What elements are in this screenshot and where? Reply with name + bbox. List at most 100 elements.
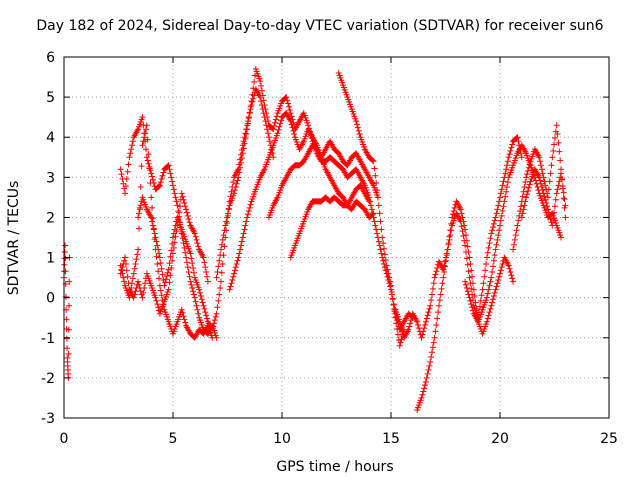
data-point <box>201 305 208 312</box>
data-point <box>239 150 246 157</box>
data-point <box>149 176 156 183</box>
data-point <box>550 147 557 154</box>
data-point <box>447 232 454 239</box>
data-point <box>493 241 500 248</box>
data-point <box>223 218 230 225</box>
data-point <box>490 293 497 300</box>
data-point <box>164 163 171 170</box>
data-point <box>501 198 508 205</box>
data-point <box>378 226 385 233</box>
data-point <box>135 246 142 253</box>
data-point <box>230 179 237 186</box>
data-point <box>381 245 388 252</box>
data-point <box>149 218 156 225</box>
data-point <box>373 179 380 186</box>
data-point <box>515 217 522 224</box>
data-point <box>142 280 149 287</box>
data-point <box>238 238 245 245</box>
data-point <box>187 250 194 257</box>
data-point <box>484 249 491 256</box>
data-point <box>486 240 493 247</box>
data-point <box>117 166 124 173</box>
data-point <box>156 183 163 190</box>
data-point <box>213 310 220 317</box>
data-point <box>200 302 207 309</box>
data-point <box>372 172 379 179</box>
data-point <box>556 148 563 155</box>
data-point <box>510 241 517 248</box>
data-point <box>553 190 560 197</box>
data-point <box>261 102 268 109</box>
data-point <box>183 206 190 213</box>
data-point <box>247 103 254 110</box>
data-point <box>149 173 156 180</box>
data-point <box>147 179 154 186</box>
data-point <box>551 203 558 210</box>
data-point <box>258 98 265 105</box>
data-point <box>457 206 464 213</box>
data-point <box>546 178 553 185</box>
x-axis-label: GPS time / hours <box>276 459 393 475</box>
data-point <box>62 242 69 249</box>
data-point <box>462 248 469 255</box>
data-point <box>230 273 237 280</box>
data-point <box>204 278 211 285</box>
data-point <box>387 278 394 285</box>
data-point <box>188 255 195 262</box>
data-point <box>270 126 277 133</box>
data-point <box>505 154 512 161</box>
data-point <box>492 286 499 293</box>
data-point <box>438 285 445 292</box>
data-point <box>540 190 547 197</box>
y-tick-label: 0 <box>46 291 55 307</box>
data-point <box>367 202 374 209</box>
data-point <box>481 273 488 280</box>
data-point <box>485 244 492 251</box>
data-point <box>468 267 475 274</box>
data-point <box>169 178 176 185</box>
data-point <box>224 214 231 221</box>
data-point <box>178 306 185 313</box>
data-point <box>142 126 149 133</box>
data-point <box>260 97 267 104</box>
data-point <box>170 186 177 193</box>
data-point <box>489 268 496 275</box>
data-point <box>469 273 476 280</box>
data-point <box>462 232 469 239</box>
data-point <box>542 182 549 189</box>
data-point <box>148 194 155 201</box>
data-point <box>262 106 269 113</box>
data-point <box>118 267 125 274</box>
series-arc-h <box>287 194 377 261</box>
data-point <box>238 242 245 249</box>
data-point <box>123 175 130 182</box>
data-point <box>237 164 244 171</box>
data-point <box>135 278 142 285</box>
data-point <box>544 206 551 213</box>
data-point <box>378 250 385 257</box>
data-point <box>493 210 500 217</box>
data-point <box>435 302 442 309</box>
data-point <box>156 275 163 282</box>
data-point <box>539 170 546 177</box>
data-point <box>562 214 569 221</box>
data-point <box>143 122 150 129</box>
data-point <box>168 174 175 181</box>
data-point <box>443 252 450 259</box>
data-point <box>366 198 373 205</box>
data-point <box>512 232 519 239</box>
data-point <box>500 203 507 210</box>
data-point <box>154 260 161 267</box>
data-point <box>161 282 168 289</box>
data-point <box>520 188 527 195</box>
data-point <box>498 264 505 271</box>
data-point <box>217 285 224 292</box>
data-point <box>430 280 437 287</box>
x-tick-label: 20 <box>491 431 509 447</box>
data-point <box>499 208 506 215</box>
data-point <box>376 242 383 249</box>
data-point <box>465 268 472 275</box>
data-point <box>464 288 471 295</box>
data-point <box>425 309 432 316</box>
data-point <box>149 204 156 211</box>
